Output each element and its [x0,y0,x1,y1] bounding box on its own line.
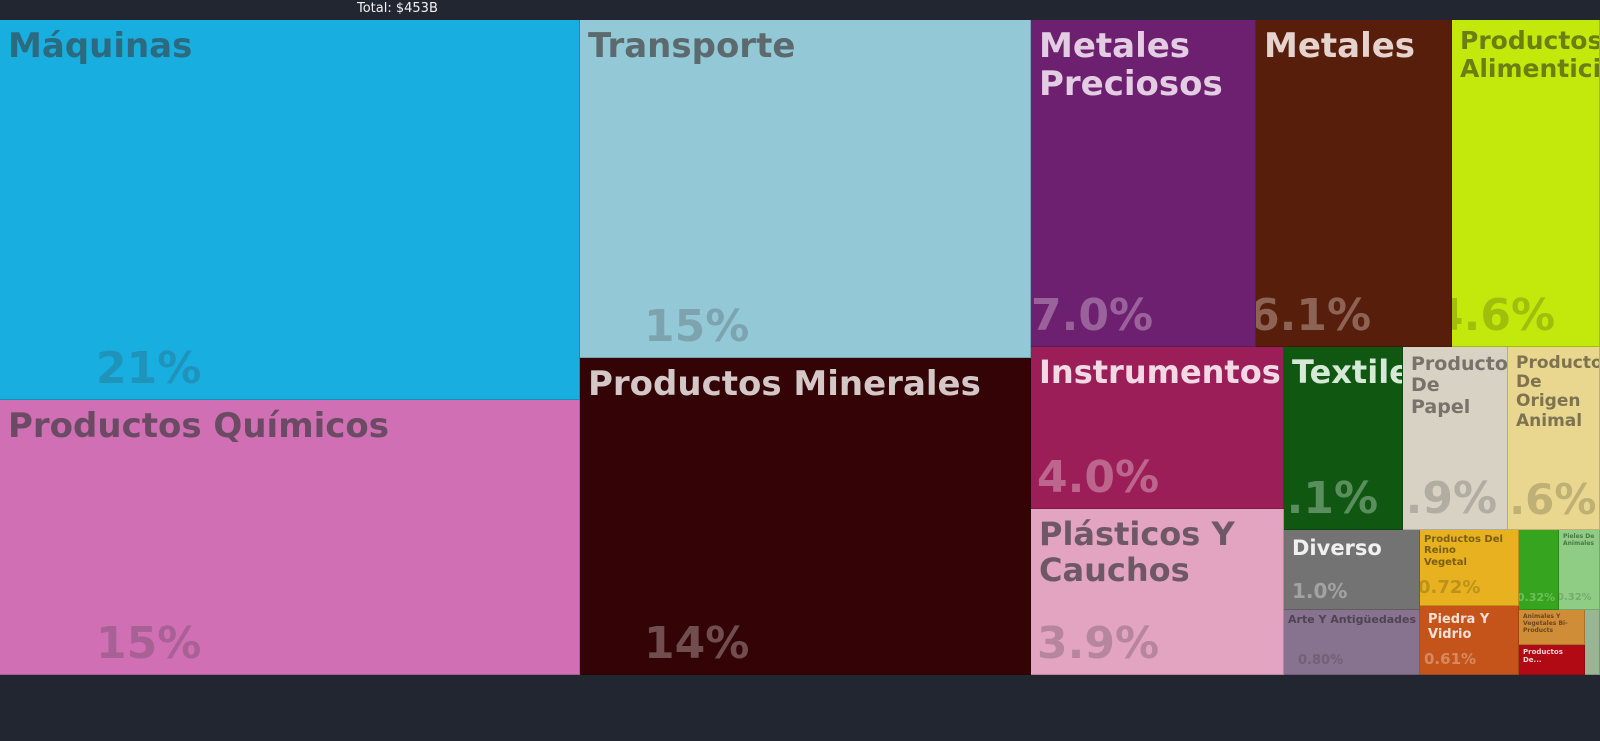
tile-share-value: 1.0% [1292,579,1348,603]
treemap-tile-productos-de-origen-animal[interactable]: Productos De Origen Animal 1.6% [1508,347,1600,530]
tile-label: Productos Minerales [588,364,981,404]
tile-share-value: 1.6% [1508,475,1597,524]
treemap-tile-unlabeled[interactable]: 0.32% [1519,530,1559,610]
treemap-tile-metales[interactable]: Metales 6.1% [1256,20,1452,347]
tile-label: Productos Del Reino Vegetal [1424,534,1503,568]
treemap-tile-productos-minerales[interactable]: Productos Minerales 14% [580,358,1031,675]
treemap-tile-instrumentos[interactable]: Instrumentos 4.0% [1031,347,1284,509]
treemap-tile-productos-de[interactable]: Productos De... [1519,645,1585,675]
treemap-tile-plasticos-y-cauchos[interactable]: Plásticos Y Cauchos 3.9% [1031,509,1284,675]
tile-share-value: 15% [96,618,202,669]
tile-label: Metales [1264,26,1416,66]
tile-label: Productos De Origen Animal [1516,353,1599,431]
tile-label: Textiles [1292,353,1402,391]
tile-label: Piedra Y Vidrio [1428,612,1490,642]
tile-share-value: 4.6% [1452,290,1556,341]
tile-share-value: 0.32% [1519,591,1556,604]
tile-share-value: 21% [96,343,202,394]
treemap-tile-pieles-de-animales[interactable]: Pieles De Animales 0.32% [1559,530,1600,610]
treemap-tile-productos-quimicos[interactable]: Productos Químicos 15% [0,400,580,675]
tile-label: Productos Alimenticios [1460,26,1600,84]
tile-label: Arte Y Antigüedades [1288,613,1416,626]
tile-label: Transporte [588,26,796,66]
tile-label: Productos De... [1523,648,1563,664]
treemap-tile-animales-y-vegetales-bi-products[interactable]: Animales Y Vegetales Bi- Products [1519,610,1585,645]
treemap-tile-arte-y-antiguedades[interactable]: Arte Y Antigüedades 0.80% [1284,610,1420,675]
tile-share-value: 1.9% [1403,473,1498,524]
treemap-tile-piedra-y-vidrio[interactable]: Piedra Y Vidrio 0.61% [1420,606,1519,675]
treemap-tile-textiles[interactable]: Textiles 2.1% [1284,347,1403,530]
treemap-tile-transporte[interactable]: Transporte 15% [580,20,1031,358]
tile-label: Diverso [1292,536,1382,560]
tile-share-value: 0.61% [1424,650,1477,668]
tile-share-value: 15% [644,301,750,352]
tile-share-value: 7.0% [1031,290,1154,341]
treemap-chart: Máquinas 21% Productos Químicos 15% Transpor… [0,20,1600,675]
treemap-tile-productos-del-reino-vegetal[interactable]: Productos Del Reino Vegetal 0.72% [1420,530,1519,606]
treemap-tile-productos-de-papel[interactable]: Productos De Papel 1.9% [1403,347,1508,530]
tile-label: Productos Químicos [8,406,390,446]
tile-share-value: 4.0% [1037,452,1160,503]
tile-share-value: 0.80% [1298,653,1344,668]
tile-share-value: 2.1% [1284,473,1379,524]
total-label: Total: $453B [357,1,438,16]
tile-share-value: 14% [644,618,750,669]
tile-label: Máquinas [8,26,193,66]
tile-label: Instrumentos [1039,353,1281,391]
tile-label: Plásticos Y Cauchos [1039,515,1235,590]
tile-share-value: 0.32% [1559,592,1592,603]
treemap-tile-productos-alimenticios[interactable]: Productos Alimenticios 4.6% [1452,20,1600,347]
treemap-tile-diverso[interactable]: Diverso 1.0% [1284,530,1420,610]
tile-label: Animales Y Vegetales Bi- Products [1523,613,1568,634]
tile-label: Metales Preciosos [1039,26,1223,105]
treemap-tile-maquinas[interactable]: Máquinas 21% [0,20,580,400]
treemap-tile-unlabeled[interactable] [1585,610,1600,675]
tile-share-value: 6.1% [1256,290,1372,341]
tile-share-value: 3.9% [1037,618,1160,669]
tile-share-value: 0.72% [1420,577,1481,598]
tile-label: Productos De Papel [1411,353,1508,418]
tile-label: Pieles De Animales [1563,533,1595,547]
treemap-tile-metales-preciosos[interactable]: Metales Preciosos 7.0% [1031,20,1256,347]
